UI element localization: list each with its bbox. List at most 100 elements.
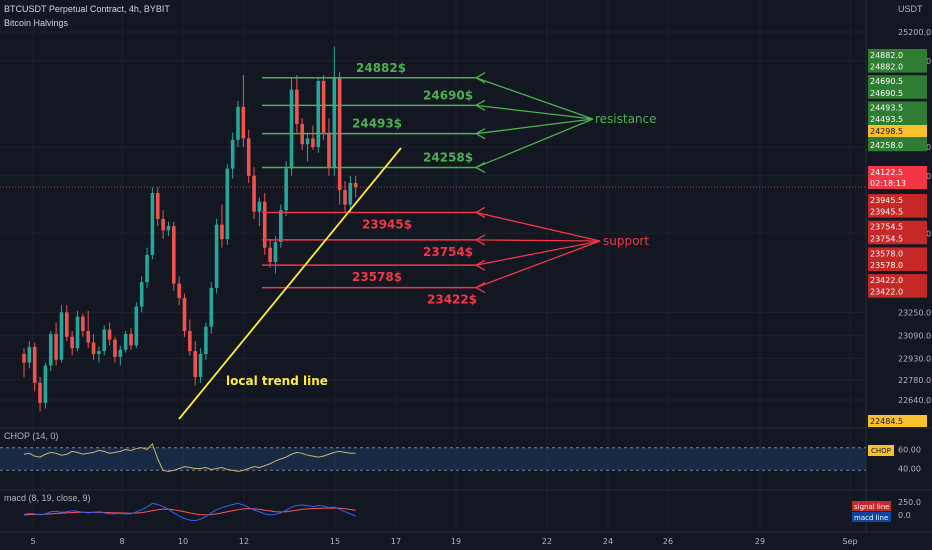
support-price-tag-bg xyxy=(868,259,927,271)
support-price-tag-bg xyxy=(868,232,927,245)
resistance-level-label: 24690$ xyxy=(423,88,473,102)
resistance-price-tag: 24882.0 xyxy=(870,51,903,60)
trend-line-label: local trend line xyxy=(226,374,328,388)
support-price-tag-bg xyxy=(868,274,927,287)
support-price-tag-bg xyxy=(868,285,927,298)
support-price-tag: 23754.5 xyxy=(870,234,903,243)
candle-body xyxy=(268,247,272,263)
resistance-price-tag-bg xyxy=(868,75,927,88)
candle-body xyxy=(305,138,310,145)
resistance-arrow xyxy=(475,118,594,169)
candle-body xyxy=(54,333,58,360)
support-price-tag-bg xyxy=(868,205,927,218)
candle-body xyxy=(348,182,353,205)
chop-tick-label: 40.00 xyxy=(898,465,921,474)
candle-body xyxy=(209,287,214,327)
resistance-arrowhead xyxy=(474,161,486,174)
candle-body xyxy=(86,331,90,343)
candle-body xyxy=(70,336,74,349)
candle-body xyxy=(236,106,240,140)
support-arrow xyxy=(475,239,601,242)
time-tick-label: 8 xyxy=(119,537,124,546)
support-level-label: 23945$ xyxy=(362,217,412,231)
support-arrowhead xyxy=(474,206,486,219)
time-tick-label: 17 xyxy=(391,537,401,546)
candle-body xyxy=(139,282,144,307)
candle-body xyxy=(262,201,267,248)
countdown-tag-bg xyxy=(868,177,927,189)
candle-body xyxy=(27,346,32,363)
support-level-label: 23422$ xyxy=(427,293,477,307)
macd-tag-bg xyxy=(852,512,891,522)
resistance-price-tag: 24493.5 xyxy=(870,103,903,112)
resistance-arrowhead xyxy=(474,72,486,84)
candle-body xyxy=(166,226,171,231)
chop-tick-label: 60.00 xyxy=(898,446,921,455)
price-tick-label: 23250.0 xyxy=(898,308,931,317)
candle-body xyxy=(145,254,149,283)
resistance-price-tag-bg xyxy=(868,101,927,114)
candle-body xyxy=(284,168,288,211)
resistance-arrow xyxy=(475,77,594,120)
resistance-level-label: 24882$ xyxy=(356,61,406,75)
macd-tag: macd line xyxy=(854,514,888,522)
candle-body xyxy=(38,382,42,403)
support-price-tag: 23945.5 xyxy=(870,208,903,217)
chop-line xyxy=(23,442,356,472)
candle-body xyxy=(102,329,107,352)
support-price-tag: 23422.0 xyxy=(870,288,903,297)
time-tick-label: Sep xyxy=(842,537,857,546)
price-tick-label: 25200.0 xyxy=(898,28,931,37)
trend-line xyxy=(178,147,402,420)
resistance-price-tag-bg xyxy=(868,113,927,125)
chop-label: CHOP (14, 0) xyxy=(4,431,59,441)
time-tick-label: 12 xyxy=(239,537,249,546)
price-tick-label: 23090.0 xyxy=(898,331,931,340)
support-level-label: 23578$ xyxy=(352,270,402,284)
support-annotation: support xyxy=(603,234,649,248)
candle-body xyxy=(279,210,283,242)
signal-tag: signal line xyxy=(854,503,890,511)
bottom-price-tag: 22484.5 xyxy=(870,417,903,426)
candle-body xyxy=(123,333,128,350)
candle-body xyxy=(59,312,64,360)
support-price-tag-bg xyxy=(868,220,927,233)
indicator-name: Bitcoin Halvings xyxy=(4,18,69,28)
countdown-tag: 02:18:13 xyxy=(870,179,906,188)
candle-body xyxy=(204,326,208,355)
candle-body xyxy=(182,297,187,332)
candle-body xyxy=(273,241,278,263)
resistance-arrow xyxy=(475,118,594,135)
resistance-price-tag: 24493.5 xyxy=(870,115,903,124)
resistance-price-tag: 24690.5 xyxy=(870,77,903,86)
candle-body xyxy=(118,349,123,357)
candle-body xyxy=(193,351,197,378)
candle-body xyxy=(353,182,358,188)
resistance-arrowhead xyxy=(474,128,486,140)
resistance-price-tag-bg xyxy=(868,139,927,152)
macd-tick-label: 250.0 xyxy=(898,498,921,507)
resistance-price-tag: 24690.5 xyxy=(870,89,903,98)
support-price-tag: 23578.0 xyxy=(870,249,903,258)
resistance-price-tag: 24258.0 xyxy=(870,141,903,150)
candle-body xyxy=(113,339,117,357)
candle-body xyxy=(172,226,176,284)
time-tick-label: 15 xyxy=(330,537,340,546)
time-tick-label: 10 xyxy=(178,537,188,546)
support-price-tag-bg xyxy=(868,247,927,260)
candle-body xyxy=(65,312,69,337)
candle-body xyxy=(311,138,315,148)
price-tick-label: 22780.0 xyxy=(898,376,931,385)
time-tick-label: 29 xyxy=(755,537,765,546)
candle-body xyxy=(343,190,347,205)
macd-label: macd (8, 19, close, 9) xyxy=(4,493,91,503)
candle-body xyxy=(97,351,101,355)
support-level-label: 23754$ xyxy=(423,245,473,259)
candle-body xyxy=(214,224,219,288)
candle-body xyxy=(327,132,331,168)
candle-body xyxy=(161,218,165,231)
candle-body xyxy=(241,106,246,139)
candle-body xyxy=(257,201,262,212)
candle-body xyxy=(220,224,224,240)
